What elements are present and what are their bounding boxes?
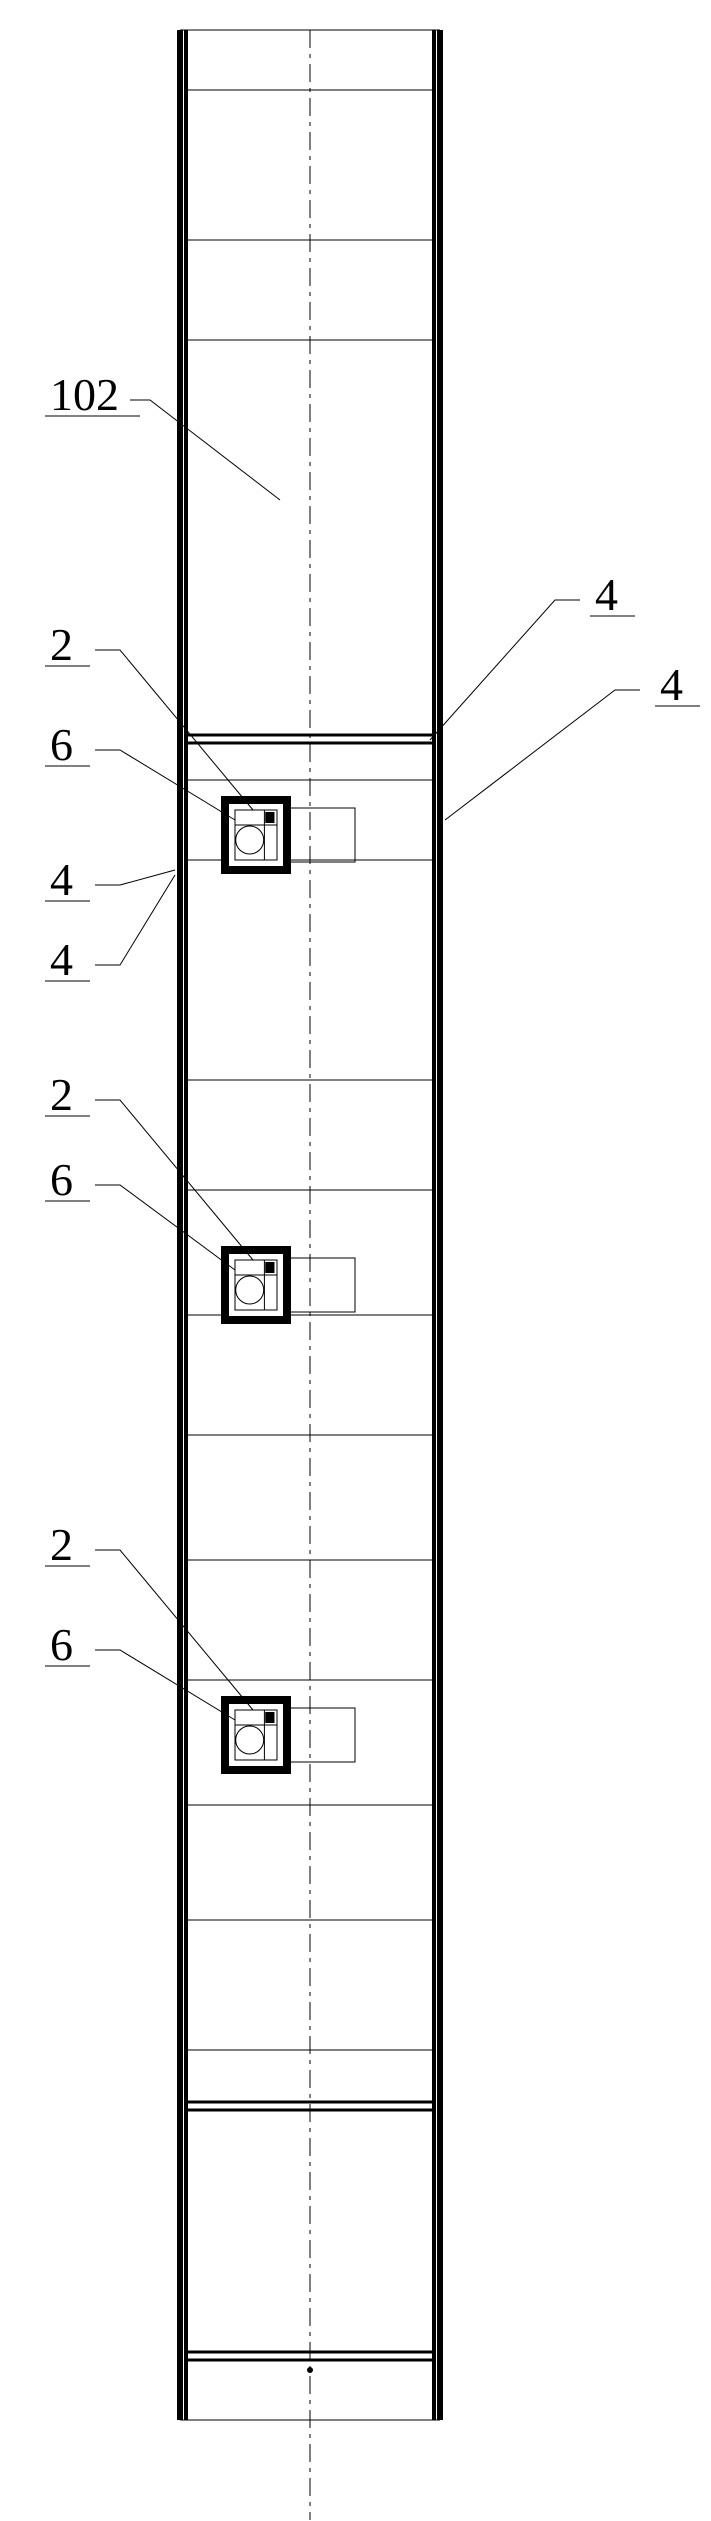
callout-9-leader: [95, 1550, 253, 1710]
callout-0-leader: [130, 400, 280, 500]
callout-2: 4: [445, 659, 700, 820]
component-1-hole: [285, 1258, 355, 1312]
callout-9: 2: [45, 1519, 253, 1710]
component-0-hole: [285, 808, 355, 862]
component-2: [225, 1700, 355, 1770]
callout-2-label: 4: [660, 659, 683, 710]
callout-1-leader: [430, 600, 580, 740]
callout-9-label: 2: [50, 1519, 73, 1570]
callout-8-leader: [95, 1185, 235, 1270]
callout-8-label: 6: [50, 1154, 73, 1205]
callout-6-label: 4: [50, 934, 73, 985]
callout-5-leader: [95, 870, 175, 885]
component-1-dot: [265, 1262, 274, 1273]
callout-4-leader: [95, 750, 235, 820]
callout-0-label: 102: [50, 369, 119, 420]
callout-5: 4: [45, 854, 175, 905]
callout-10-leader: [95, 1650, 235, 1720]
callout-4-label: 6: [50, 719, 73, 770]
callout-3-label: 2: [50, 619, 73, 670]
callout-5-label: 4: [50, 854, 73, 905]
component-2-hole: [285, 1708, 355, 1762]
callout-0: 102: [45, 369, 280, 500]
callout-3-leader: [95, 650, 253, 810]
callout-7-leader: [95, 1100, 253, 1260]
callout-1-label: 4: [595, 569, 618, 620]
component-1: [225, 1250, 355, 1320]
component-2-dot: [265, 1712, 274, 1723]
callout-1: 4: [430, 569, 635, 740]
callout-2-leader: [445, 690, 640, 820]
callout-6-leader: [95, 875, 175, 965]
callout-3: 2: [45, 619, 253, 810]
callout-10: 6: [45, 1619, 235, 1720]
callout-10-label: 6: [50, 1619, 73, 1670]
component-0-dot: [265, 812, 274, 823]
callout-8: 6: [45, 1154, 235, 1270]
callout-7: 2: [45, 1069, 253, 1260]
center-dot: [307, 2367, 313, 2373]
callout-7-label: 2: [50, 1069, 73, 1120]
